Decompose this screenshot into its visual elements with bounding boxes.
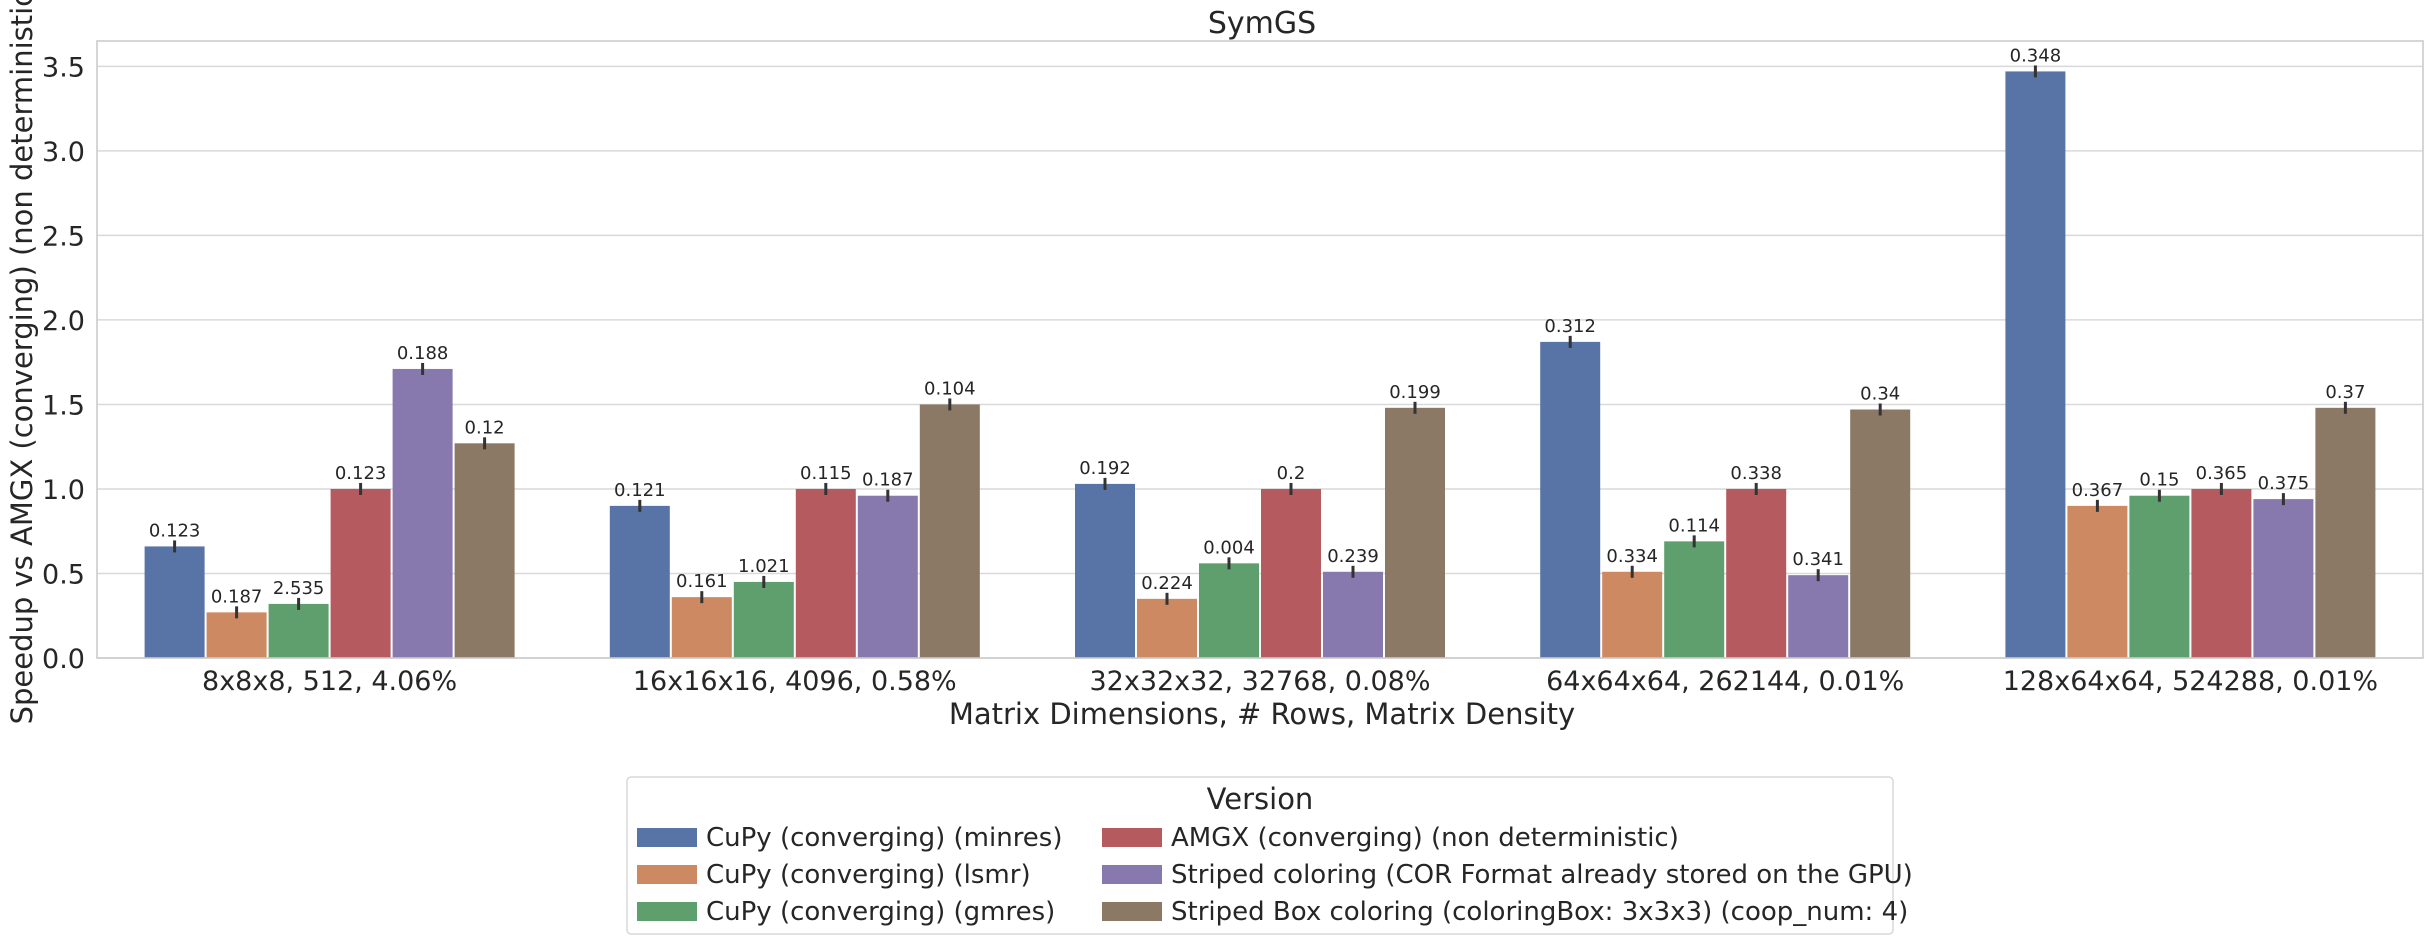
bar [1540, 341, 1601, 658]
y-tick-label: 0.5 [42, 559, 85, 590]
bar-value-label: 0.375 [2258, 473, 2310, 494]
legend-swatch [637, 902, 697, 921]
bar-value-label: 0.341 [1792, 549, 1844, 570]
bar-value-label: 0.312 [1544, 316, 1596, 337]
bar-value-label: 0.115 [800, 463, 852, 484]
bar [454, 443, 515, 658]
bar-value-label: 0.239 [1327, 546, 1379, 567]
legend-swatch [637, 865, 697, 884]
bar-value-label: 0.188 [397, 343, 449, 364]
bar-value-label: 0.37 [2325, 382, 2365, 403]
y-tick-label: 2.0 [42, 306, 85, 337]
bar [1788, 575, 1849, 658]
x-axis-ticks: 8x8x8, 512, 4.06% 16x16x16, 4096, 0.58% 32… [202, 666, 2378, 697]
bar [1323, 571, 1383, 658]
bar [1261, 488, 1321, 658]
bar-value-label: 0.365 [2196, 463, 2248, 484]
legend-title: Version [1207, 782, 1314, 816]
bar [330, 488, 391, 658]
bar-value-label: 1.021 [738, 556, 790, 577]
legend-label: CuPy (converging) (minres) [706, 823, 1063, 853]
x-tick-label: 128x64x64, 524288, 0.01% [2003, 666, 2378, 697]
bar-value-label: 0.334 [1606, 546, 1658, 567]
bar-value-label: 0.367 [2072, 480, 2124, 501]
legend-frame [626, 776, 1894, 935]
bar-value-label: 0.199 [1389, 382, 1441, 403]
bar-value-label: 0.123 [335, 463, 387, 484]
y-tick-label: 1.5 [42, 390, 85, 421]
legend-label: CuPy (converging) (gmres) [706, 897, 1055, 927]
bar-value-label: 0.123 [149, 520, 201, 541]
legend-swatch [1102, 828, 1162, 847]
bar-value-label: 0.161 [676, 571, 728, 592]
legend-items: CuPy (converging) (minres) CuPy (convergi… [637, 823, 1913, 927]
bar [268, 603, 329, 658]
legend-label: Striped Box coloring (coloringBox: 3x3x3… [1171, 897, 1908, 927]
bar-value-label: 0.338 [1730, 463, 1782, 484]
bar-value-label: 0.121 [614, 480, 666, 501]
bar-value-label: 0.15 [2139, 470, 2179, 491]
bar-value-label: 0.104 [924, 378, 976, 399]
bar [1199, 563, 1259, 658]
bar [1850, 409, 1911, 658]
bar [857, 495, 918, 658]
bar-value-label: 0.187 [211, 586, 263, 607]
bar [1075, 483, 1135, 658]
bar-value-label: 0.114 [1668, 515, 1720, 536]
plot-frame [96, 40, 2424, 659]
bar-value-label: 0.004 [1203, 537, 1255, 558]
x-tick-label: 8x8x8, 512, 4.06% [202, 666, 457, 697]
bar [2067, 505, 2128, 658]
bar [2005, 71, 2066, 659]
bar-value-label: 0.34 [1860, 384, 1900, 405]
legend-label: AMGX (converging) (non deterministic) [1171, 823, 1679, 853]
bar [609, 505, 670, 658]
chart-title: SymGS [1208, 6, 1316, 41]
bar [919, 404, 980, 658]
bar [392, 368, 453, 658]
x-tick-label: 16x16x16, 4096, 0.58% [633, 666, 957, 697]
y-tick-label: 2.5 [42, 221, 85, 252]
bar [1726, 488, 1787, 658]
bar-value-label: 0.348 [2010, 45, 2062, 66]
bar [2315, 407, 2376, 658]
bar [1602, 571, 1663, 658]
y-axis-label: Speedup vs AMGX (converging) (non determ… [5, 0, 39, 724]
y-tick-label: 1.0 [42, 475, 85, 506]
bar [1137, 598, 1197, 658]
bar-value-label: 0.192 [1079, 458, 1131, 479]
bar [795, 488, 856, 658]
legend-swatch [1102, 902, 1162, 921]
x-tick-label: 64x64x64, 262144, 0.01% [1546, 666, 1904, 697]
bar [1664, 541, 1725, 658]
y-tick-label: 0.0 [42, 644, 85, 675]
bar-value-label: 0.224 [1141, 573, 1193, 594]
bar [2191, 488, 2252, 658]
y-tick-label: 3.5 [42, 52, 85, 83]
bar [1385, 407, 1445, 658]
bar [206, 612, 267, 658]
bar [2129, 495, 2190, 658]
bar [733, 581, 794, 658]
bar-value-label: 0.12 [465, 417, 505, 438]
x-axis-label: Matrix Dimensions, # Rows, Matrix Densit… [949, 697, 1575, 731]
legend-label: CuPy (converging) (lsmr) [706, 860, 1031, 890]
bar-value-label: 0.2 [1277, 463, 1306, 484]
bar [144, 546, 205, 658]
bars [144, 65, 2376, 659]
bar-value-label: 0.187 [862, 470, 914, 491]
legend-label: Striped coloring (COR Format already sto… [1171, 860, 1913, 890]
legend-swatch [1102, 865, 1162, 884]
legend: Version CuPy (converging) (minres)CuPy (… [626, 776, 1913, 935]
bar [2253, 499, 2314, 658]
x-tick-label: 32x32x32, 32768, 0.08% [1089, 666, 1430, 697]
bar [671, 597, 732, 658]
bar-value-label: 2.535 [273, 578, 325, 599]
legend-swatch [637, 828, 697, 847]
y-axis-ticks: 0.0 0.5 1.0 1.5 2.0 2.5 3.0 3.5 [42, 52, 85, 675]
y-tick-label: 3.0 [42, 137, 85, 168]
bar-labels: 0.123 0.121 0.192 0.312 0.348 0.187 0.161 0.224… [149, 45, 2366, 607]
